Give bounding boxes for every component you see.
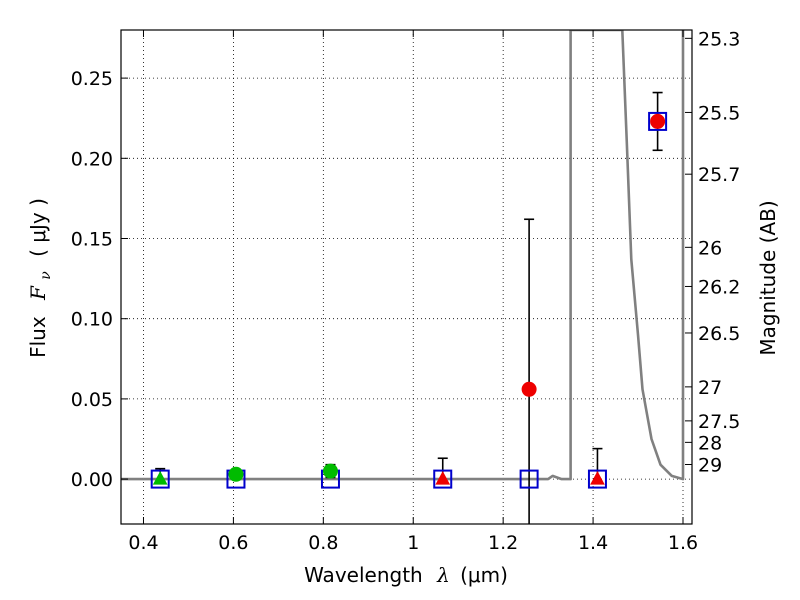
x-axis-label-unit: (μm) (460, 563, 508, 587)
upper-limit-point (152, 471, 168, 485)
y2-tick-label: 25.3 (698, 28, 740, 50)
y2-tick-label: 29 (698, 454, 722, 476)
y-tick-label: 0.00 (71, 469, 113, 491)
y-tick-label: 0.10 (71, 309, 113, 331)
model-point (648, 111, 668, 131)
y-tick-label: 0.20 (71, 148, 113, 170)
model-point (587, 469, 607, 489)
x-tick-label: 1.6 (668, 532, 698, 554)
y2-tick-label: 27.5 (698, 411, 740, 433)
x-tick-label: 1.4 (578, 532, 608, 554)
measurement-point (650, 113, 666, 129)
measurement-point (521, 381, 537, 397)
y-axis-label-unit: ( μJy ) (26, 198, 50, 257)
y-axis-label-symbol: F (26, 285, 50, 301)
x-tick-label: 1 (407, 532, 419, 554)
y2-axis-label: Magnitude (AB) (756, 200, 780, 355)
y2-tick-label: 26.2 (698, 276, 740, 298)
marker-layer (150, 91, 668, 524)
y-axis-label: Flux F ν ( μJy ) (26, 198, 55, 358)
y-tick-label: 0.05 (71, 389, 113, 411)
y-axis-label-text: Flux (26, 316, 50, 358)
y2-tick-label: 25.5 (698, 102, 740, 124)
x-axis-label: Wavelength λ (μm) (304, 563, 508, 587)
x-axis-label-text: Wavelength (304, 563, 423, 587)
model-point (519, 469, 539, 489)
measurement-point (322, 463, 338, 479)
x-axis-label-symbol: λ (436, 563, 450, 587)
y-tick-label: 0.15 (71, 229, 113, 251)
x-tick-label: 1.2 (488, 532, 518, 554)
y2-tick-label: 28 (698, 432, 722, 454)
y-tick-label: 0.25 (71, 68, 113, 90)
y2-tick-label: 26 (698, 237, 722, 259)
upper-limit-point (590, 471, 605, 485)
grid-layer (121, 30, 692, 524)
x-tick-label: 0.8 (308, 532, 338, 554)
y2-tick-label: 26.5 (698, 323, 740, 345)
measurement-point (228, 466, 244, 482)
upper-limit-point (435, 471, 451, 485)
axes-layer: 0.4 0.6 0.8 1 1.2 1.4 1.6 0.00 0.05 0.10 0.15 0.20 0… (71, 28, 741, 554)
sed-model-curve (121, 30, 685, 481)
y2-tick-label: 27 (698, 377, 722, 399)
y-axis-label-subscript: ν (38, 271, 54, 280)
x-tick-label: 0.6 (218, 532, 248, 554)
plot-frame (120, 29, 693, 525)
y2-tick-label: 25.7 (698, 164, 740, 186)
x-tick-label: 0.4 (128, 532, 158, 554)
sed-curve-layer (121, 30, 685, 481)
model-point (433, 469, 453, 489)
model-point (150, 469, 170, 489)
